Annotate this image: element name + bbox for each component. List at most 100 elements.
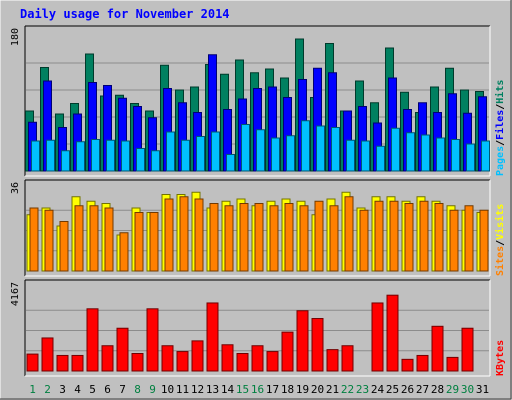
bar-pages-day-14 xyxy=(226,154,235,172)
x-label-day-12: 12 xyxy=(191,383,204,396)
bar-kbytes-day-28 xyxy=(431,325,444,372)
x-label-day-26: 26 xyxy=(401,383,414,396)
x-label-day-15: 15 xyxy=(236,383,249,396)
x-label-day-2: 2 xyxy=(44,383,51,396)
bar-pages-day-19 xyxy=(301,120,310,172)
chart-panels: 180Pages/Files/Hits36Sites/Visits4167KBy… xyxy=(10,25,506,377)
bar-pages-day-4 xyxy=(76,141,85,172)
bar-pages-day-27 xyxy=(421,134,430,172)
bar-pages-day-28 xyxy=(436,137,445,172)
bar-sites-day-9 xyxy=(149,212,159,272)
bar-pages-day-8 xyxy=(136,148,145,172)
bar-sites-day-31 xyxy=(479,209,489,272)
x-label-day-13: 13 xyxy=(206,383,219,396)
bar-sites-day-24 xyxy=(374,200,384,272)
bar-pages-day-15 xyxy=(241,124,250,172)
bar-pages-day-31 xyxy=(481,140,490,172)
bar-sites-day-30 xyxy=(464,205,474,272)
legend-entry: / xyxy=(495,140,506,146)
bar-pages-day-17 xyxy=(271,137,280,172)
bar-kbytes-day-24 xyxy=(371,302,384,372)
bar-sites-day-8 xyxy=(134,212,144,272)
bar-pages-day-29 xyxy=(451,139,460,172)
bar-sites-day-21 xyxy=(329,205,339,272)
bar-kbytes-day-21 xyxy=(326,349,339,372)
bar-pages-day-9 xyxy=(151,150,160,172)
bar-pages-day-10 xyxy=(166,131,175,172)
bar-sites-day-1 xyxy=(29,207,39,272)
x-label-day-24: 24 xyxy=(371,383,385,396)
bar-sites-day-2 xyxy=(44,209,54,272)
bar-kbytes-day-13 xyxy=(206,302,219,372)
bar-sites-day-17 xyxy=(269,205,279,272)
x-label-day-9: 9 xyxy=(149,383,156,396)
bar-sites-day-18 xyxy=(284,203,294,272)
y-max-label: 4167 xyxy=(10,282,21,306)
bar-kbytes-day-27 xyxy=(416,354,429,372)
x-label-day-5: 5 xyxy=(89,383,96,396)
bar-kbytes-day-19 xyxy=(296,310,309,372)
bar-kbytes-day-7 xyxy=(116,327,129,372)
bar-pages-day-25 xyxy=(391,127,400,172)
x-label-day-20: 20 xyxy=(311,383,324,396)
bar-sites-day-19 xyxy=(299,205,309,272)
bar-kbytes-day-18 xyxy=(281,331,294,372)
chart-title: Daily usage for November 2014 xyxy=(20,7,230,21)
x-label-day-18: 18 xyxy=(281,383,294,396)
x-label-day-23: 23 xyxy=(356,383,369,396)
x-label-day-28: 28 xyxy=(431,383,444,396)
x-label-day-3: 3 xyxy=(59,383,66,396)
bar-pages-day-23 xyxy=(361,140,370,172)
x-label-day-19: 19 xyxy=(296,383,309,396)
x-label-day-7: 7 xyxy=(119,383,126,396)
bar-kbytes-day-15 xyxy=(236,353,249,372)
bar-pages-day-3 xyxy=(61,150,70,172)
bar-pages-day-21 xyxy=(331,127,340,172)
y-max-label: 36 xyxy=(10,182,21,194)
bar-kbytes-day-4 xyxy=(71,354,84,372)
bar-kbytes-day-10 xyxy=(161,345,174,372)
legend-entry: / xyxy=(495,240,506,246)
bar-pages-day-12 xyxy=(196,136,205,172)
bar-kbytes-day-8 xyxy=(131,353,144,372)
bar-sites-day-29 xyxy=(449,209,459,272)
bar-kbytes-day-9 xyxy=(146,308,159,372)
bar-kbytes-day-5 xyxy=(86,308,99,372)
x-label-day-21: 21 xyxy=(326,383,339,396)
x-label-day-31: 31 xyxy=(476,383,489,396)
bar-pages-day-13 xyxy=(211,131,220,172)
bar-sites-day-25 xyxy=(389,200,399,272)
bar-sites-day-23 xyxy=(359,209,369,272)
x-label-day-27: 27 xyxy=(416,383,429,396)
bar-pages-day-18 xyxy=(286,135,295,172)
bar-sites-day-27 xyxy=(419,200,429,272)
bar-kbytes-day-1 xyxy=(26,353,39,372)
legend-entry: Visits xyxy=(494,204,506,240)
bar-kbytes-day-29 xyxy=(446,356,459,372)
bar-pages-day-1 xyxy=(31,140,40,172)
bar-sites-day-14 xyxy=(224,205,234,272)
bar-pages-day-20 xyxy=(316,125,325,172)
bar-sites-day-20 xyxy=(314,200,324,272)
x-label-day-11: 11 xyxy=(176,383,189,396)
bar-pages-day-6 xyxy=(106,139,115,172)
bar-sites-day-13 xyxy=(209,203,219,272)
bar-kbytes-day-11 xyxy=(176,351,189,372)
bar-sites-day-15 xyxy=(239,203,249,272)
x-label-day-25: 25 xyxy=(386,383,399,396)
bar-sites-day-26 xyxy=(404,203,414,272)
legend: Pages/Files/Hits xyxy=(494,80,506,176)
bar-pages-day-30 xyxy=(466,143,475,172)
bar-sites-day-5 xyxy=(89,205,99,272)
bar-kbytes-day-12 xyxy=(191,340,204,372)
legend-entry: Sites xyxy=(494,246,506,276)
x-label-day-16: 16 xyxy=(251,383,264,396)
legend-entry: Files xyxy=(494,110,506,140)
x-label-day-1: 1 xyxy=(29,383,36,396)
bar-kbytes-day-26 xyxy=(401,358,414,372)
bar-sites-day-28 xyxy=(434,203,444,272)
bar-sites-day-10 xyxy=(164,198,174,272)
bar-sites-day-4 xyxy=(74,205,84,272)
